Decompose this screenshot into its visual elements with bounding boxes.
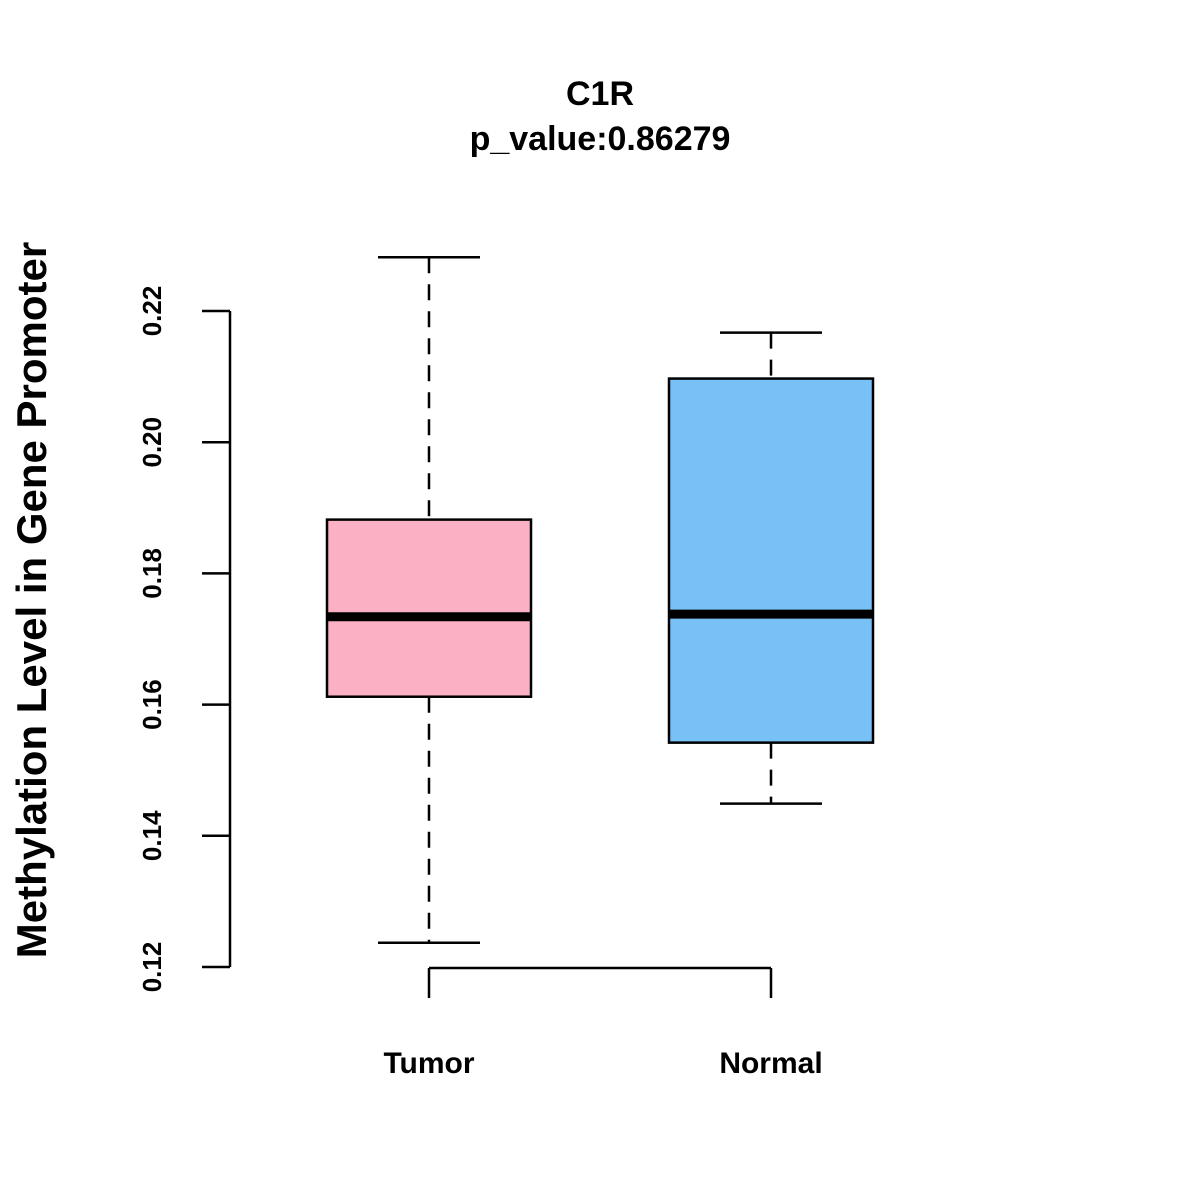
chart-subtitle: p_value:0.86279 <box>470 120 731 158</box>
y-tick-label: 0.12 <box>137 942 167 993</box>
x-tick-label: Normal <box>719 1047 822 1080</box>
box-normal <box>667 331 875 805</box>
chart-title: C1R <box>566 75 634 113</box>
y-tick-label: 0.22 <box>137 286 167 337</box>
y-tick-label: 0.14 <box>137 810 167 861</box>
y-tick-label: 0.18 <box>137 548 167 599</box>
x-axis: Tumor Normal <box>383 966 823 1080</box>
x-tick-label: Tumor <box>383 1047 474 1080</box>
box-tumor <box>325 255 533 944</box>
y-tick-label: 0.20 <box>137 417 167 468</box>
y-axis: 0.12 0.14 0.16 0.18 0.20 0.22 <box>137 286 232 993</box>
box-body <box>667 377 875 744</box>
boxes <box>325 255 875 944</box>
y-axis-label: Methylation Level in Gene Promoter <box>8 242 55 958</box>
y-tick-label: 0.16 <box>137 679 167 730</box>
box-body <box>325 518 533 698</box>
